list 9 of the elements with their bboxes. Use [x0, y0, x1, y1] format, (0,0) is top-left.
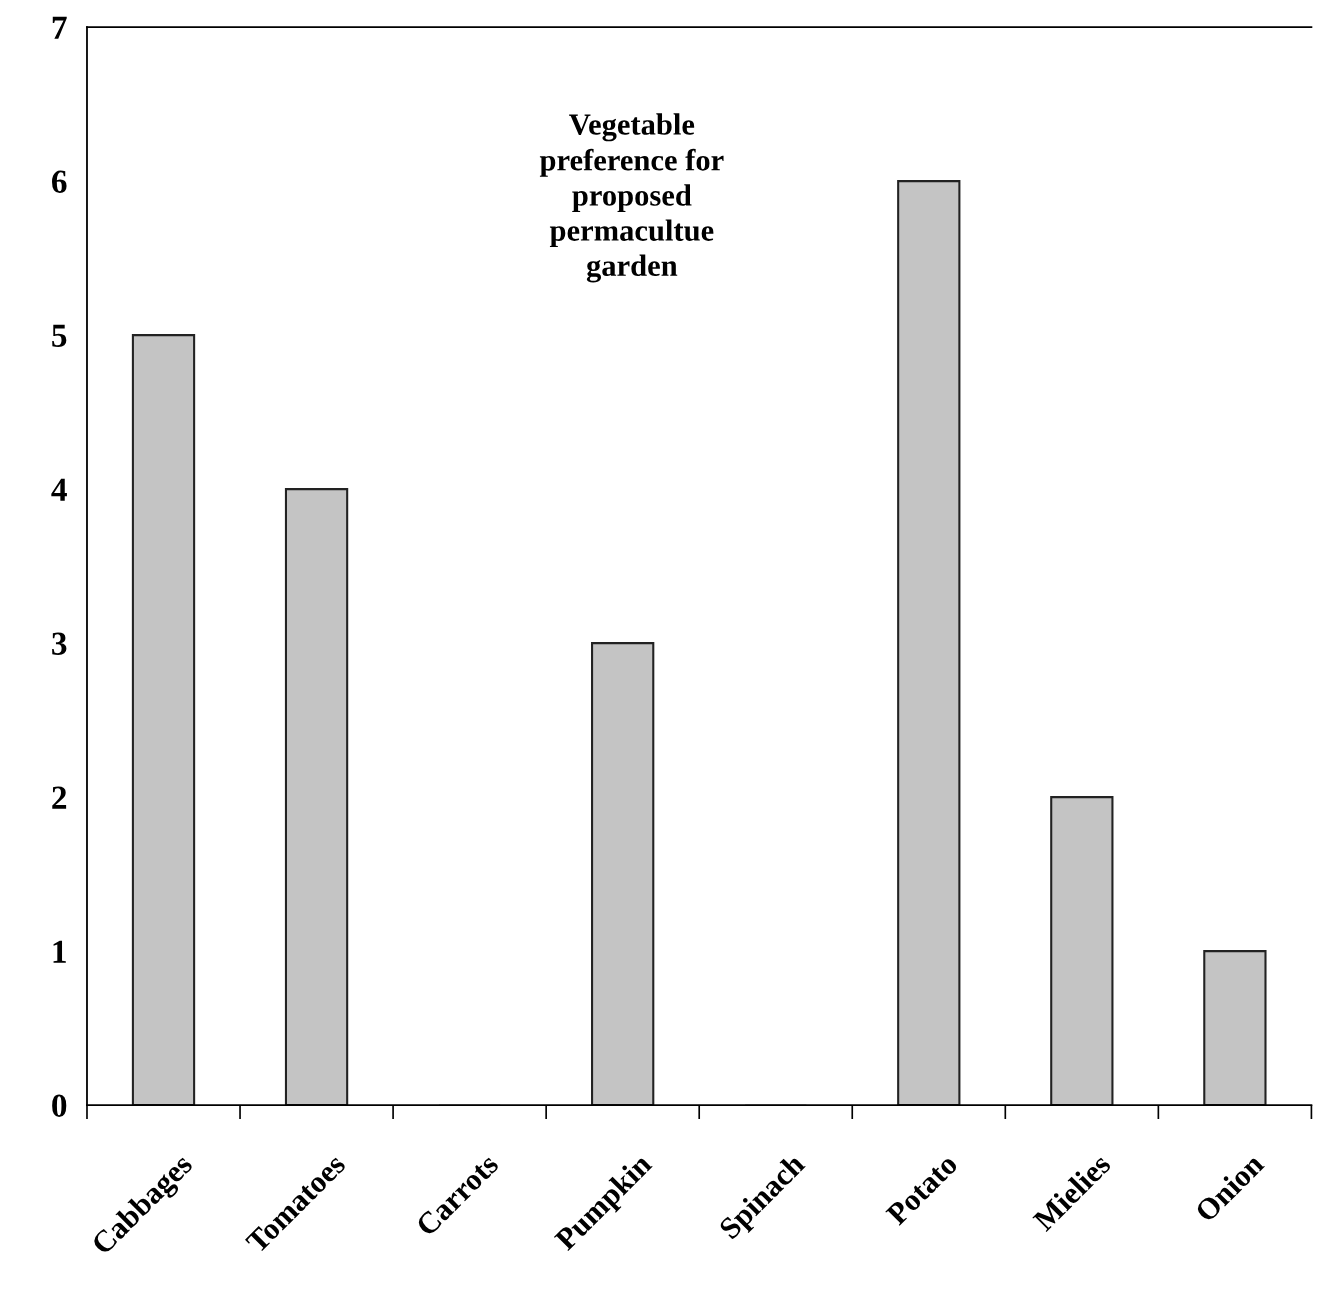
y-tick-label: 7	[52, 16, 67, 39]
y-tick-label: 2	[52, 786, 67, 809]
y-tick-label: 3	[52, 632, 67, 655]
text: Vegetable preference for proposed permacultue garden	[539, 113, 724, 283]
y-tick-label: 1	[53, 940, 66, 963]
y-tick-label: 5	[52, 324, 67, 347]
y-tick-label: 6	[52, 170, 67, 193]
y-tick-label: 0	[52, 1094, 67, 1117]
y-tick-label: 4	[51, 478, 67, 501]
